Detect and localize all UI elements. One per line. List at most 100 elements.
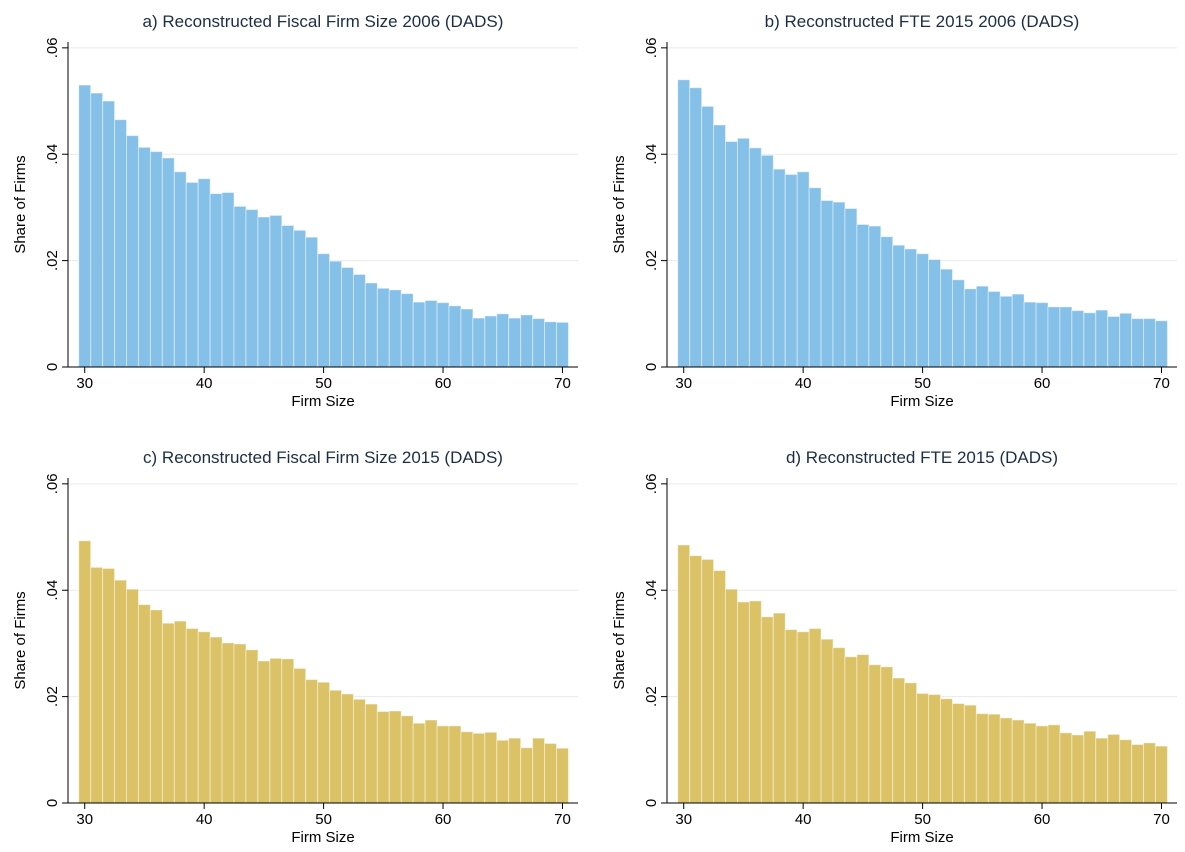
x-tick-label: 50 [914, 811, 931, 828]
bar [725, 588, 738, 804]
bar [412, 722, 426, 804]
bar [1059, 306, 1073, 368]
bar [317, 681, 331, 804]
bar [149, 609, 163, 804]
bar [376, 287, 390, 368]
bar [784, 173, 798, 368]
bar [472, 732, 486, 804]
bar [796, 171, 810, 368]
bar [844, 207, 858, 368]
bar [102, 567, 116, 804]
x-tick-label: 40 [196, 375, 213, 392]
bar [233, 205, 247, 368]
x-tick-label: 70 [1153, 811, 1170, 828]
bar [388, 710, 402, 804]
bar [1023, 301, 1037, 368]
y-tick-label: .02 [643, 250, 660, 271]
bar [677, 544, 691, 804]
bar [173, 171, 187, 368]
bar [520, 314, 534, 368]
bar [209, 193, 223, 368]
bar [293, 667, 307, 804]
bar [221, 642, 235, 804]
x-tick-label: 70 [554, 811, 571, 828]
bar [496, 313, 510, 368]
bar [556, 747, 569, 804]
bar [713, 570, 727, 804]
bar [508, 737, 522, 804]
bar [796, 631, 810, 804]
bar [532, 318, 546, 368]
chart-title: d) Reconstructed FTE 2015 (DADS) [786, 448, 1058, 467]
bar [281, 658, 295, 804]
y-tick-label: .04 [44, 144, 61, 165]
y-axis-title: Share of Firms [611, 155, 628, 253]
x-tick-label: 30 [675, 811, 692, 828]
bar [436, 725, 450, 804]
x-tick-label: 30 [675, 375, 692, 392]
bar [496, 739, 510, 804]
bar [520, 747, 534, 804]
bar [1035, 302, 1049, 368]
bar [1119, 739, 1133, 804]
bar [448, 725, 462, 804]
y-tick-label: 0 [44, 363, 61, 371]
bar [736, 601, 750, 804]
bar [257, 660, 271, 804]
x-tick-label: 50 [315, 375, 332, 392]
bar [820, 200, 834, 368]
x-axis-title: Firm Size [291, 829, 354, 846]
bar [904, 682, 918, 804]
bar [1131, 318, 1145, 368]
bar [424, 719, 438, 804]
x-tick-label: 40 [795, 811, 812, 828]
y-tick-label: .04 [643, 580, 660, 601]
y-tick-label: .06 [44, 37, 61, 58]
bar [364, 282, 378, 368]
bar [78, 84, 92, 368]
bar [1059, 732, 1073, 804]
bar [329, 689, 343, 804]
bar [484, 315, 498, 368]
bar [940, 698, 953, 804]
x-tick-label: 60 [435, 375, 452, 392]
bar [1155, 745, 1168, 804]
bar [760, 154, 774, 368]
x-axis-title: Firm Size [890, 393, 953, 410]
bar [221, 192, 235, 368]
bar [1095, 309, 1109, 368]
bar [832, 647, 846, 804]
bar [689, 87, 703, 368]
bar [90, 92, 104, 368]
bar [772, 612, 786, 804]
bar [185, 628, 199, 804]
chart-panel: a) Reconstructed Fiscal Firm Size 2006 (… [12, 12, 578, 410]
bar [904, 248, 918, 368]
bar [987, 713, 1001, 804]
bar [556, 321, 569, 368]
bar [269, 657, 283, 804]
bar [963, 704, 977, 804]
chart-panel: c) Reconstructed Fiscal Firm Size 2015 (… [12, 448, 578, 846]
x-axis-title: Firm Size [890, 829, 953, 846]
bar [329, 260, 343, 368]
x-tick-label: 60 [1034, 811, 1051, 828]
bar [1035, 725, 1049, 804]
bar [245, 649, 259, 804]
y-tick-label: .04 [44, 580, 61, 601]
bar [197, 178, 211, 368]
bar [736, 137, 750, 368]
bar [808, 628, 822, 804]
bar [544, 742, 558, 804]
chart-panel: b) Reconstructed FTE 2015 2006 (DADS) 0 .0… [611, 12, 1177, 410]
bar [1083, 730, 1097, 804]
bar [269, 214, 283, 368]
bar [1143, 742, 1157, 804]
bar [257, 216, 271, 368]
bar [364, 703, 378, 804]
bar [1023, 722, 1037, 804]
bar [868, 225, 882, 368]
bar [725, 140, 738, 368]
bar [245, 209, 259, 368]
